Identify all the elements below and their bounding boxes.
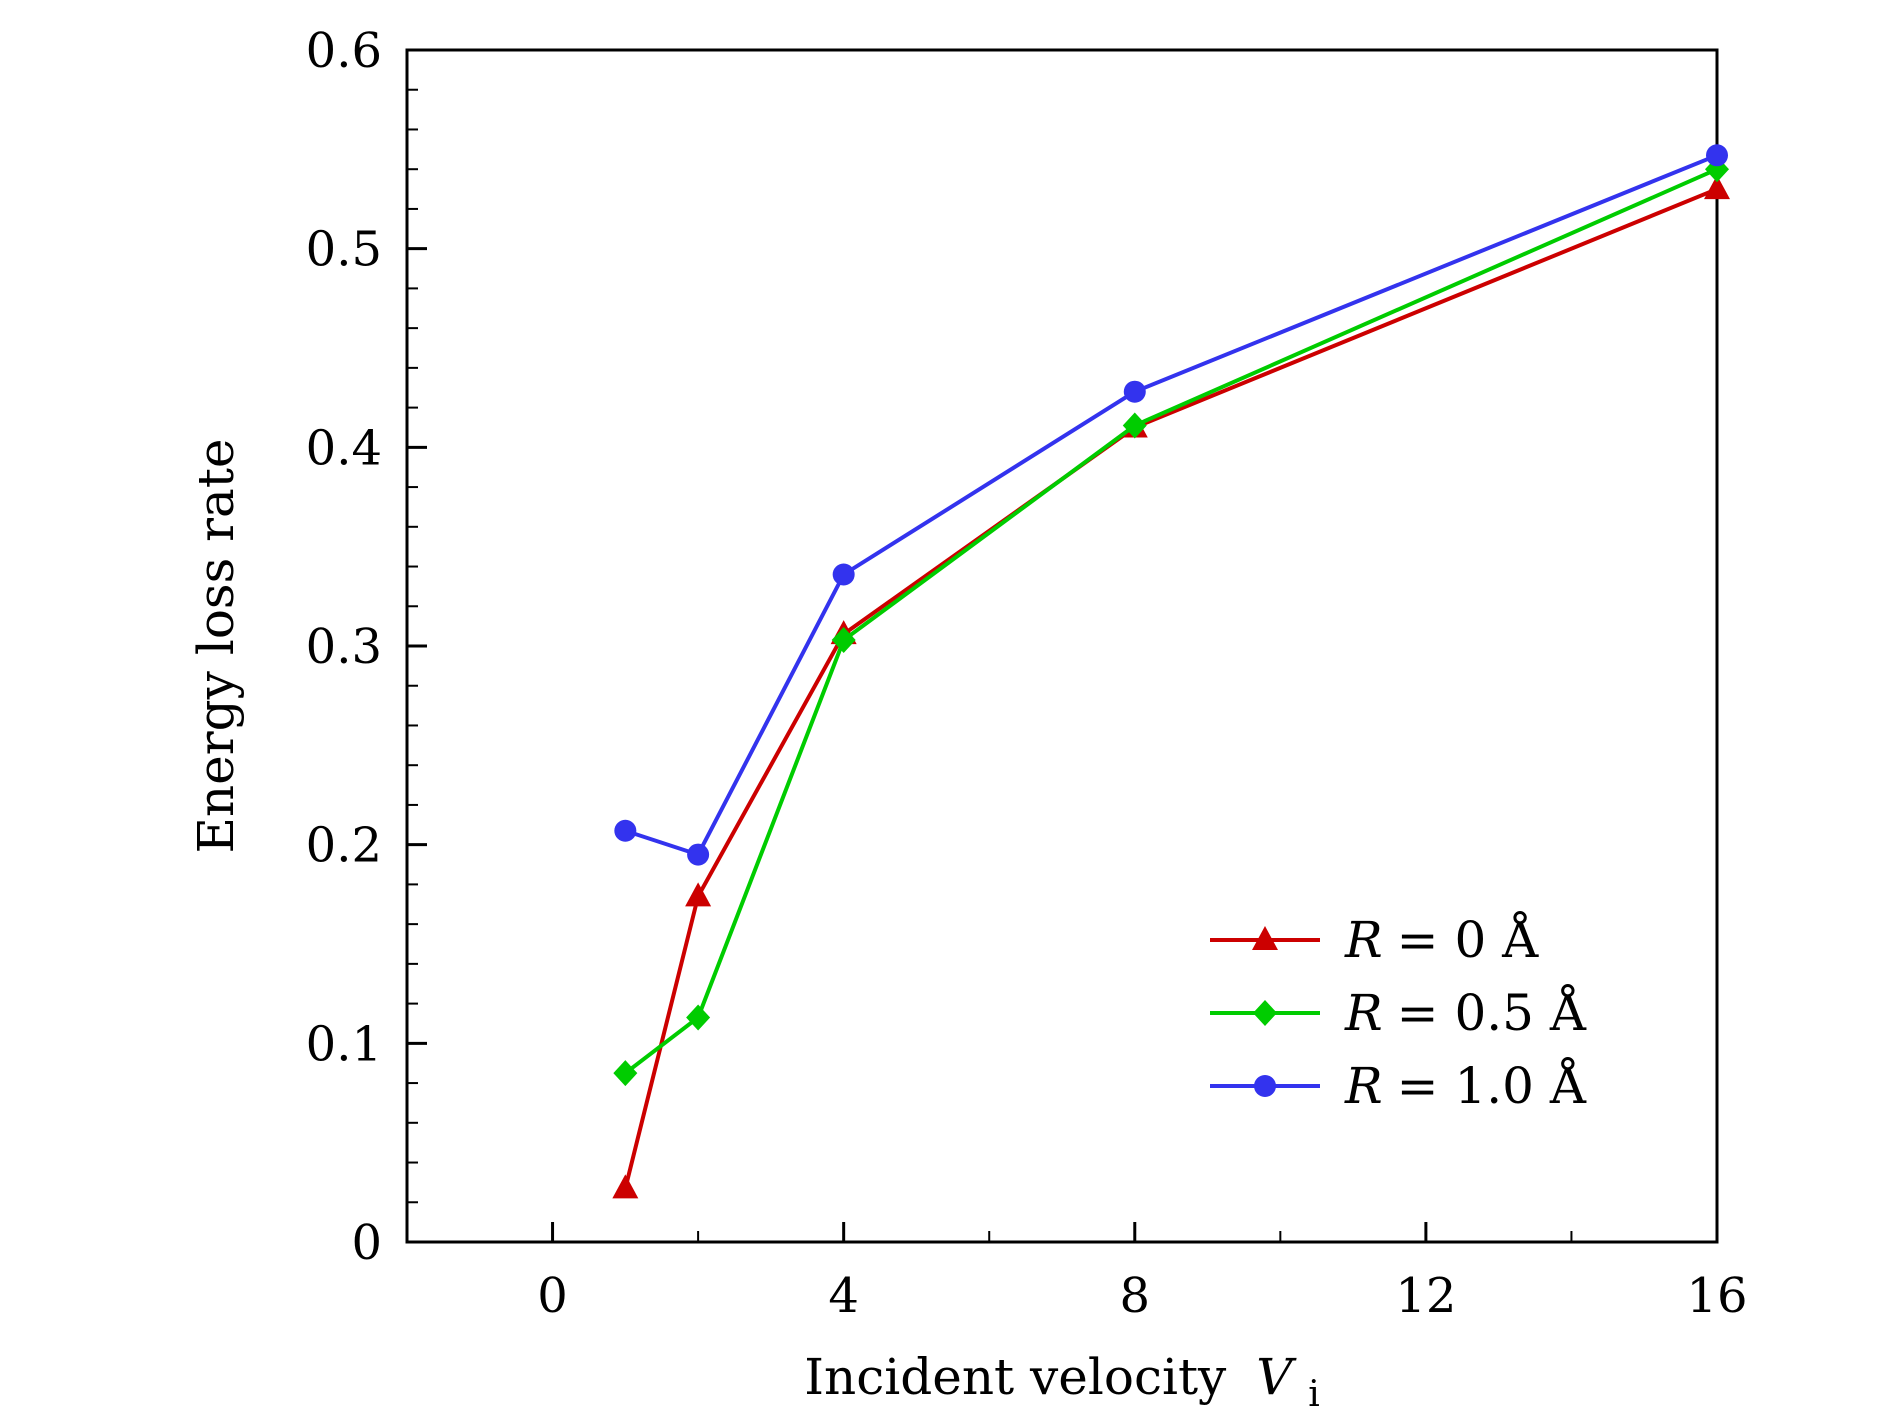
x-tick-label: 8 (1120, 1268, 1151, 1324)
legend-item: R = 0.5 Å (1210, 983, 1587, 1042)
y-axis-label: Energy loss rate (187, 438, 245, 853)
data-point (1706, 144, 1728, 167)
x-axis-label-symbol: V (1256, 1348, 1297, 1406)
data-point (613, 1060, 638, 1087)
legend-marker (1254, 1075, 1276, 1097)
legend-marker (1253, 1000, 1277, 1026)
y-tick-label: 0.5 (306, 222, 382, 278)
legend: R = 0 Å R = 0.5 Å R = 1.0 Å (1210, 910, 1587, 1115)
legend-item: R = 0 Å (1210, 910, 1539, 969)
x-axis-label: Incident velocity V i (804, 1348, 1319, 1415)
data-point (687, 843, 710, 866)
series-line (624, 153, 1718, 858)
data-point (1704, 175, 1730, 200)
y-tick-label: 0.4 (306, 420, 382, 476)
x-tick-label: 4 (828, 1268, 859, 1324)
x-axis-label-text: Incident velocity (804, 1348, 1227, 1406)
data-point (831, 627, 856, 654)
data-point (1122, 412, 1147, 439)
legend-label: R = 0.5 Å (1344, 983, 1587, 1042)
x-axis-label-subscript: i (1308, 1374, 1320, 1415)
series-circle (614, 144, 1728, 866)
x-tick-label: 12 (1395, 1268, 1456, 1324)
data-point (612, 1174, 639, 1199)
data-point (686, 1004, 711, 1031)
series-layer (612, 144, 1730, 1199)
legend-marker (1252, 926, 1278, 950)
series-diamond (613, 156, 1729, 1087)
y-tick-label: 0.2 (306, 818, 382, 874)
series-triangle (612, 175, 1730, 1199)
y-tick-label: 0.6 (306, 23, 382, 79)
data-point (685, 882, 712, 907)
y-tick-label: 0.3 (306, 619, 382, 675)
data-point (832, 563, 855, 586)
legend-item: R = 1.0 Å (1210, 1056, 1587, 1115)
data-point (1123, 380, 1146, 403)
x-tick-label: 0 (537, 1268, 568, 1324)
legend-label: R = 0 Å (1344, 910, 1539, 969)
x-tick-label: 16 (1686, 1268, 1747, 1324)
legend-label: R = 1.0 Å (1344, 1056, 1587, 1115)
series-line (624, 167, 1718, 1075)
minor-ticks (407, 88, 1573, 1242)
y-tick-label: 0 (351, 1215, 382, 1271)
y-tick-label: 0.1 (306, 1016, 382, 1072)
major-ticks: 0 4 8 12 16 0 0.1 0.2 0.3 0.4 0.5 0.6 (306, 23, 1748, 1324)
data-point (614, 819, 637, 842)
